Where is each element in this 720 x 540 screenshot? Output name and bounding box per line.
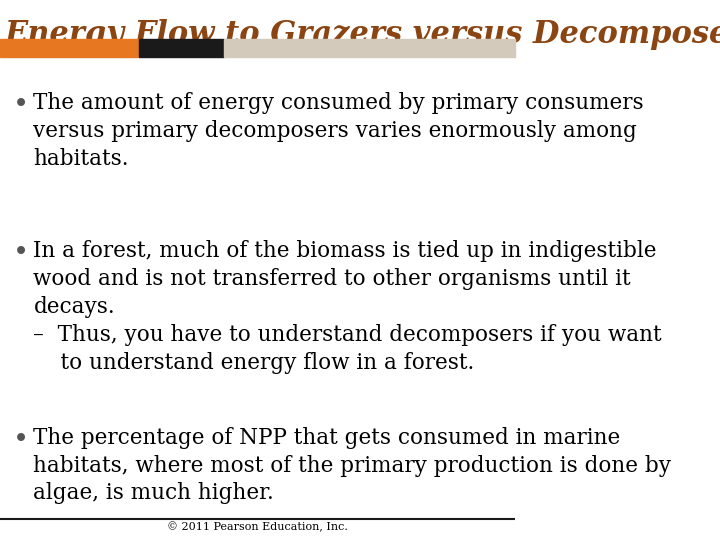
- Text: The amount of energy consumed by primary consumers
versus primary decomposers va: The amount of energy consumed by primary…: [33, 92, 644, 170]
- Bar: [224, 39, 515, 57]
- Bar: [139, 39, 224, 57]
- Text: •: •: [13, 92, 29, 118]
- Text: •: •: [13, 427, 29, 453]
- Text: The percentage of NPP that gets consumed in marine
habitats, where most of the p: The percentage of NPP that gets consumed…: [33, 427, 672, 504]
- Text: In a forest, much of the biomass is tied up in indigestible
wood and is not tran: In a forest, much of the biomass is tied…: [33, 240, 662, 374]
- Text: © 2011 Pearson Education, Inc.: © 2011 Pearson Education, Inc.: [167, 521, 348, 532]
- Bar: [0, 39, 139, 57]
- Text: •: •: [13, 240, 29, 266]
- Text: Energy Flow to Grazers versus Decomposers: Energy Flow to Grazers versus Decomposer…: [5, 19, 720, 50]
